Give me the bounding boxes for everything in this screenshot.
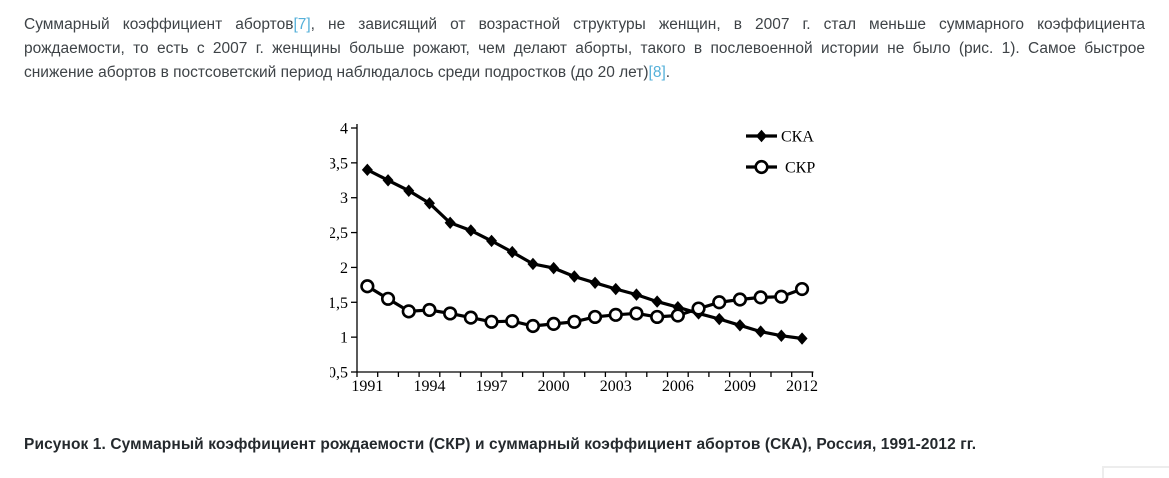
- svg-text:2,5: 2,5: [330, 225, 348, 242]
- legend-label: СКА: [781, 129, 814, 146]
- figure-chart: 0,5 1 1,5 2 2,5 3 3,5 4 1991 1994 1997 2000 2003 2006…: [330, 110, 860, 402]
- svg-text:3,5: 3,5: [330, 155, 348, 172]
- svg-text:0,5: 0,5: [330, 365, 348, 382]
- svg-text:2003: 2003: [600, 378, 632, 395]
- floating-widget-corner: [1102, 466, 1169, 478]
- paragraph-text: рождаемости, то есть с 2007 г. женщины б…: [24, 40, 1145, 57]
- svg-text:2000: 2000: [538, 378, 570, 395]
- svg-text:1994: 1994: [413, 378, 445, 395]
- svg-text:1: 1: [340, 330, 348, 347]
- paragraph-text: , не зависящий от возрастной структуры ж…: [310, 16, 1146, 33]
- intro-paragraph: Суммарный коэффициент абортов[7], не зав…: [24, 13, 1145, 85]
- svg-text:1997: 1997: [476, 378, 508, 395]
- svg-text:2: 2: [340, 260, 348, 277]
- svg-text:1991: 1991: [351, 378, 383, 395]
- footnote-link-7[interactable]: [7]: [293, 16, 311, 33]
- paragraph-line-2: рождаемости, то есть с 2007 г. женщины б…: [24, 37, 1145, 61]
- paragraph-text: Суммарный коэффициент абортов: [24, 16, 294, 33]
- legend-label: СКР: [785, 160, 815, 177]
- svg-text:2009: 2009: [724, 378, 756, 395]
- paragraph-text: .: [665, 64, 671, 81]
- footnote-link-8[interactable]: [8]: [648, 64, 666, 81]
- svg-text:1,5: 1,5: [330, 295, 348, 312]
- svg-text:4: 4: [340, 121, 348, 138]
- figure-caption: Рисунок 1. Суммарный коэффициент рождаем…: [24, 436, 977, 453]
- paragraph-line-1: Суммарный коэффициент абортов[7], не зав…: [24, 13, 1145, 37]
- svg-text:3: 3: [340, 190, 348, 207]
- paragraph-text: снижение абортов в постсоветский период …: [24, 64, 649, 81]
- chart-svg: 0,5 1 1,5 2 2,5 3 3,5 4 1991 1994 1997 2000 2003 2006…: [330, 121, 818, 396]
- svg-text:2012: 2012: [786, 378, 818, 395]
- svg-text:2006: 2006: [662, 378, 694, 395]
- paragraph-line-3: снижение абортов в постсоветский период …: [24, 61, 1145, 85]
